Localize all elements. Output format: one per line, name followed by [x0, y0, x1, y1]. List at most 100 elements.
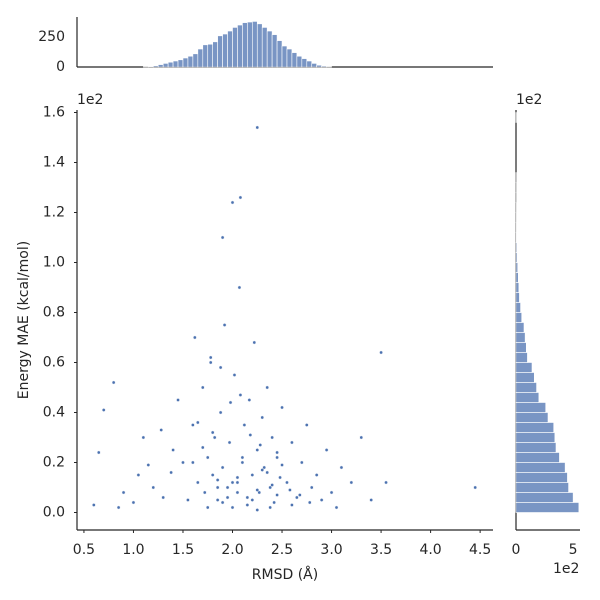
x-tick-label: 3.0: [320, 542, 342, 558]
point: [272, 500, 276, 505]
point: [96, 450, 101, 455]
point: [237, 285, 242, 290]
point: [290, 503, 294, 507]
hist-bar: [515, 372, 535, 383]
point: [262, 465, 267, 470]
point: [240, 460, 245, 465]
x-axis-label: RMSD (Å): [252, 566, 318, 583]
point: [257, 490, 262, 495]
hist-bar: [515, 392, 540, 403]
point: [232, 373, 237, 377]
point: [384, 480, 388, 485]
hist-bar: [515, 442, 557, 453]
hist-bar: [148, 66, 154, 68]
hist-bar: [187, 55, 194, 68]
point: [230, 505, 235, 510]
point: [235, 475, 240, 480]
point: [280, 463, 284, 467]
point: [161, 495, 165, 500]
hist-bar: [276, 40, 283, 68]
point: [116, 505, 121, 510]
point: [121, 490, 126, 495]
point: [92, 503, 96, 507]
hist-bar: [291, 52, 298, 68]
right-x-offset-label: 1e2: [553, 561, 579, 577]
hist-bar: [515, 502, 580, 513]
point: [169, 470, 173, 475]
y-tick-label: 0.2: [43, 455, 65, 471]
hist-bar: [515, 412, 549, 423]
point: [270, 435, 274, 440]
x-tick-label: 4.0: [419, 542, 441, 558]
point: [268, 485, 272, 490]
point: [265, 470, 269, 475]
point: [202, 490, 207, 495]
point: [334, 505, 339, 510]
point: [247, 398, 252, 402]
point: [191, 460, 195, 465]
hist-bar: [515, 312, 523, 323]
point: [101, 408, 106, 412]
point: [329, 490, 334, 495]
point: [215, 485, 220, 490]
hist-bar: [515, 402, 547, 413]
hist-bar: [247, 21, 253, 68]
point: [300, 460, 304, 465]
point: [235, 490, 240, 495]
hist-bar: [515, 302, 521, 313]
point: [225, 485, 230, 490]
point: [359, 435, 364, 440]
point: [275, 455, 279, 460]
point: [146, 463, 151, 467]
point: [255, 508, 260, 512]
point: [270, 483, 274, 487]
hist-bar: [167, 61, 174, 68]
point: [220, 465, 225, 470]
hist-bar: [227, 30, 233, 68]
point: [208, 360, 213, 365]
x-tick-label: 0.5: [73, 542, 95, 558]
hist-bar: [242, 22, 248, 68]
point: [176, 398, 180, 402]
hist-bar: [515, 242, 518, 253]
hist-bar: [212, 41, 218, 68]
hist-bar: [515, 282, 520, 293]
hist-bar: [266, 30, 273, 68]
hist-bar: [286, 48, 293, 68]
x-tick-label: 2.0: [221, 542, 243, 558]
y-tick-label: 1.6: [43, 105, 65, 121]
point: [324, 448, 329, 452]
point: [285, 480, 289, 485]
point: [245, 495, 250, 500]
hist-bar: [515, 482, 569, 493]
point: [238, 195, 243, 200]
y-tick-label: 1.2: [43, 205, 65, 221]
x-tick-label: 3.5: [370, 542, 392, 558]
point: [230, 200, 235, 205]
point: [275, 450, 279, 455]
point: [307, 500, 312, 505]
point: [309, 485, 314, 490]
point: [250, 473, 255, 477]
hist-bar: [515, 252, 518, 263]
hist-bar: [515, 472, 568, 483]
point: [111, 380, 116, 385]
hist-bar: [301, 58, 308, 68]
x-tick-label: 1.0: [122, 542, 144, 558]
point: [141, 435, 146, 440]
hist-bar: [207, 43, 213, 68]
point: [230, 480, 235, 485]
point: [215, 478, 220, 482]
hist-bar: [157, 64, 164, 68]
point: [349, 480, 354, 485]
hist-bar: [515, 422, 555, 433]
point: [191, 423, 195, 427]
y-tick-label: 0.8: [43, 305, 65, 321]
point: [248, 433, 253, 437]
hist-bar: [515, 262, 519, 273]
point: [255, 125, 260, 130]
point: [208, 355, 213, 360]
y-offset-label: 1e2: [77, 92, 103, 108]
hist-bar: [515, 292, 520, 303]
hist-bar: [217, 35, 223, 68]
